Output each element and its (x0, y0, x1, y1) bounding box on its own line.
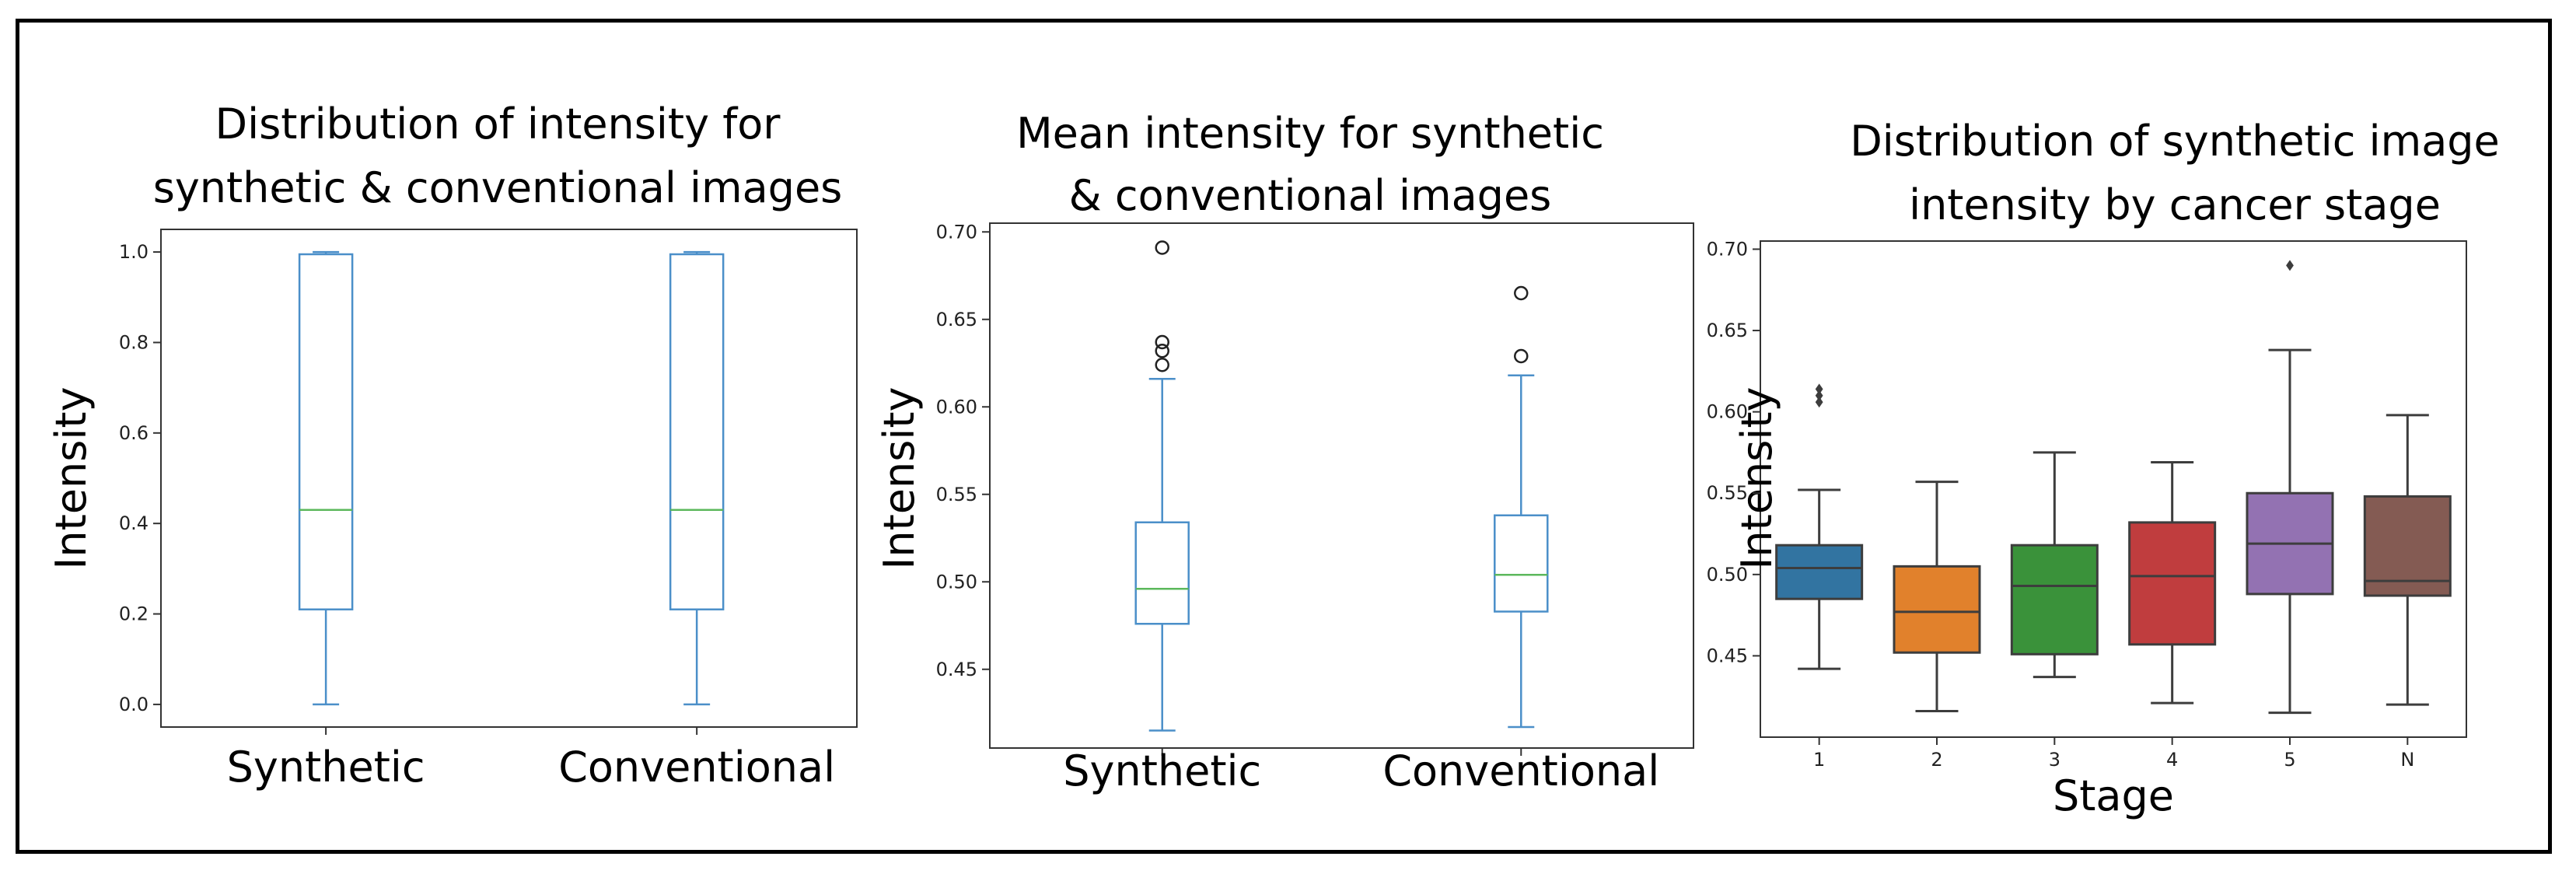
x-tick-label: Synthetic (227, 743, 425, 792)
y-tick-label: 0.8 (119, 331, 149, 353)
y-tick-label: 0.50 (1707, 564, 1748, 586)
x-tick-label: 3 (2049, 749, 2060, 771)
figure-frame (16, 19, 2552, 854)
outlier-point (1815, 390, 1823, 401)
chart-1: Distribution of intensity for synthetic &… (47, 100, 858, 792)
box-body (1893, 565, 1981, 654)
box-body (2128, 521, 2217, 646)
outlier-point (1514, 285, 1529, 301)
chart-title-line: Distribution of intensity for (215, 100, 781, 149)
x-tick-label: 5 (2284, 749, 2295, 771)
box-body (1494, 514, 1549, 613)
box-Conventional (669, 250, 725, 706)
outlier-point (2286, 260, 2294, 271)
box-2 (1893, 481, 1981, 713)
y-tick-label: 0.45 (1707, 645, 1748, 666)
box-body (1134, 521, 1190, 625)
chart-3: Distribution of synthetic image intensity… (1707, 117, 2500, 820)
x-tick-label: Conventional (558, 743, 835, 792)
x-tick-label: 1 (1813, 749, 1825, 771)
x-axis-label: Stage (2053, 771, 2174, 820)
y-tick-label: 0.4 (119, 512, 149, 534)
y-tick-label: 0.65 (1707, 320, 1748, 341)
y-tick-label: 0.2 (119, 603, 149, 625)
box-5 (2246, 260, 2334, 715)
y-axis-label: Intensity (47, 386, 96, 569)
chart-title-line: intensity by cancer stage (1909, 180, 2441, 229)
y-tick-label: 0.70 (936, 221, 977, 243)
box-body (2010, 544, 2099, 656)
outlier-point (1155, 358, 1169, 372)
box-1 (1775, 383, 1864, 670)
plot-area (989, 222, 1694, 749)
box-Synthetic (1134, 240, 1190, 732)
box-Conventional (1494, 285, 1549, 729)
outlier-point (1815, 397, 1823, 408)
outlier-point (1815, 383, 1823, 395)
chart-title-line: & conventional images (1069, 171, 1552, 220)
x-tick-label: N (2400, 749, 2414, 771)
box-body (298, 253, 354, 610)
box-body (669, 253, 725, 610)
chart-title-line: synthetic & conventional images (153, 163, 843, 212)
outlier-point (1155, 344, 1169, 358)
chart-2: Mean intensity for synthetic & convention… (875, 109, 1694, 795)
box-Synthetic (298, 250, 354, 706)
x-tick-label: Synthetic (1063, 746, 1261, 795)
x-tick-label: Conventional (1382, 746, 1659, 795)
chart-title-line: Mean intensity for synthetic (1016, 109, 1604, 158)
x-tick-label: 4 (2166, 749, 2178, 771)
y-tick-label: 0.65 (936, 309, 977, 330)
box-4 (2128, 460, 2217, 704)
y-tick-label: 0.60 (936, 396, 977, 418)
outlier-point (1155, 334, 1169, 350)
x-tick-label: 2 (1931, 749, 1942, 771)
box-3 (2010, 451, 2099, 679)
box-body (2363, 495, 2452, 597)
y-tick-label: 1.0 (119, 241, 149, 263)
outlier-point (1155, 240, 1169, 255)
y-tick-label: 0.6 (119, 422, 149, 444)
y-tick-label: 0.60 (1707, 401, 1748, 423)
outlier-point (1514, 348, 1529, 364)
box-body (1775, 544, 1864, 600)
y-axis-label: Intensity (1732, 386, 1781, 569)
y-tick-label: 0.70 (1707, 238, 1748, 260)
chart-title-line: Distribution of synthetic image (1850, 117, 2500, 166)
y-tick-label: 0.55 (1707, 482, 1748, 504)
y-tick-label: 0.55 (936, 484, 977, 505)
y-tick-label: 0.0 (119, 694, 149, 715)
plot-area (1760, 240, 2467, 738)
y-tick-label: 0.50 (936, 571, 977, 593)
y-axis-label: Intensity (875, 386, 924, 569)
y-tick-label: 0.45 (936, 659, 977, 680)
box-N (2363, 414, 2452, 706)
plot-area (160, 229, 858, 728)
